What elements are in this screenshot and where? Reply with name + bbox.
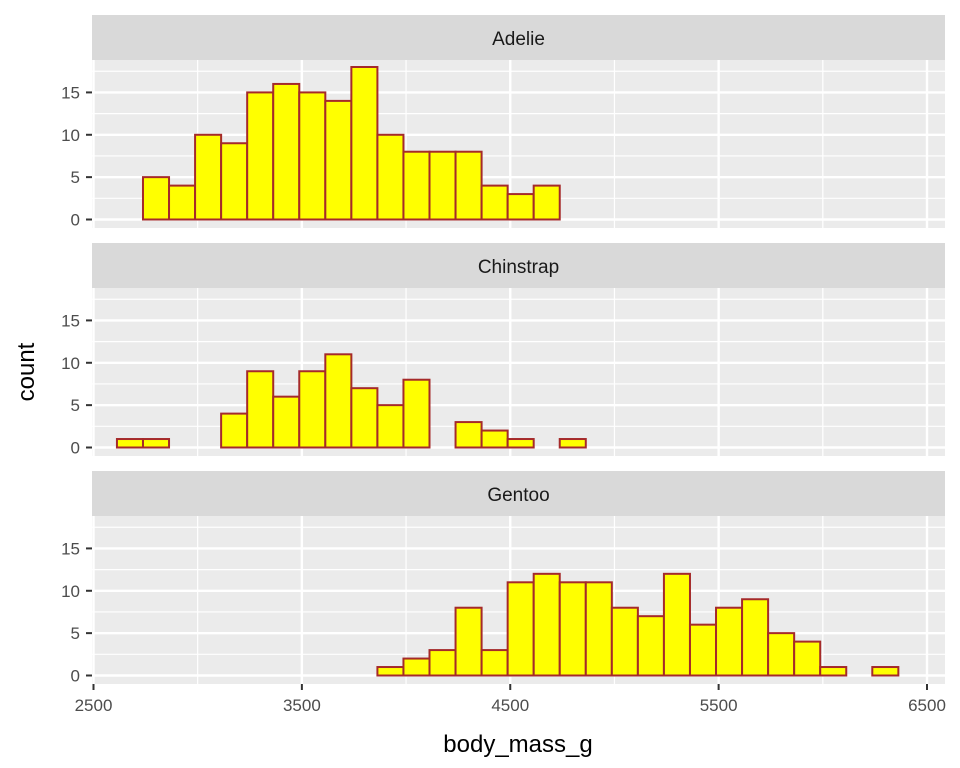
histogram-bar [428, 649, 457, 677]
panel-background [92, 288, 945, 456]
histogram-bar [532, 184, 561, 221]
histogram-bar [715, 606, 744, 677]
histogram-bar [506, 581, 535, 677]
histogram-bar [220, 412, 249, 449]
histogram-bar [688, 623, 718, 677]
histogram-bar [741, 598, 770, 677]
facet-gentoo: Gentoo 0 5 10 15 [61, 471, 945, 686]
y-tick-label: 10 [61, 582, 80, 601]
histogram-bar [767, 632, 796, 677]
histogram-bar [454, 606, 483, 677]
histogram-bar [402, 657, 431, 677]
histogram-bar [324, 99, 353, 221]
y-tick-label: 0 [71, 439, 80, 458]
histogram-bar [168, 184, 197, 221]
histogram-bar [298, 370, 327, 449]
histogram-bar [141, 176, 171, 221]
histogram-bar [298, 91, 327, 221]
x-tick-label: 2500 [75, 696, 113, 715]
histogram-bars [141, 66, 561, 221]
histogram-bar [141, 438, 171, 449]
histogram-bar [428, 150, 457, 221]
x-tick-label: 5500 [700, 696, 738, 715]
y-tick-label: 15 [61, 539, 80, 558]
x-tick-label: 6500 [908, 696, 946, 715]
histogram-bar [350, 66, 379, 221]
histogram-bar [246, 370, 275, 449]
facet-strip [92, 471, 945, 516]
y-tick-label: 5 [71, 168, 80, 187]
y-tick-label: 10 [61, 126, 80, 145]
histogram-bar [350, 387, 379, 449]
histogram-bar [454, 150, 483, 221]
histogram-bar [220, 142, 249, 221]
histogram-bar [324, 353, 353, 449]
histogram-bar [506, 438, 535, 449]
histogram-bar [376, 133, 405, 221]
facet-strip-label: Adelie [492, 29, 545, 50]
histogram-bar [662, 572, 691, 677]
x-axis-title: body_mass_g [443, 731, 592, 758]
y-tick-label: 0 [71, 667, 80, 686]
histogram-bar [532, 572, 561, 677]
facet-strip [92, 243, 945, 288]
histogram-bar [610, 606, 639, 677]
y-tick-label: 15 [61, 83, 80, 102]
histogram-bar [480, 184, 509, 221]
histogram-bar [793, 640, 822, 677]
histogram-bar [480, 429, 509, 449]
x-tick-label: 3500 [283, 696, 321, 715]
y-axis: 0 5 10 15 [61, 311, 92, 458]
facet-chinstrap: Chinstrap 0 5 10 15 [61, 243, 945, 458]
x-axis: 2500 3500 4500 5500 6500 [75, 684, 946, 715]
histogram-bar [376, 666, 405, 677]
facet-strip-label: Gentoo [487, 485, 549, 506]
histogram-bar [402, 150, 431, 221]
facet-panels: Adelie 0 5 10 15 Chinstrap 0 5 10 15 Gentoo 0 5 10 15 [61, 15, 945, 686]
y-tick-label: 5 [71, 396, 80, 415]
histogram-bars [376, 572, 900, 677]
histogram-bar [480, 649, 509, 677]
facet-strip-label: Chinstrap [478, 257, 559, 278]
y-axis: 0 5 10 15 [61, 83, 92, 230]
x-tick-label: 4500 [491, 696, 529, 715]
histogram-bar [194, 133, 223, 221]
y-tick-label: 15 [61, 311, 80, 330]
y-axis: 0 5 10 15 [61, 539, 92, 686]
histogram-bar [558, 581, 587, 677]
y-tick-label: 10 [61, 354, 80, 373]
histogram-bars [115, 353, 587, 449]
y-tick-label: 0 [71, 211, 80, 230]
y-axis-title: count [13, 342, 40, 401]
histogram-bar [272, 395, 301, 449]
histogram-bar [584, 581, 613, 677]
histogram-bar [246, 91, 275, 221]
histogram-bar [506, 193, 535, 221]
histogram-bar [115, 438, 144, 449]
histogram-bar [376, 404, 405, 449]
facet-adelie: Adelie 0 5 10 15 [61, 15, 945, 230]
facet-strip [92, 15, 945, 60]
histogram-bar [871, 666, 900, 677]
histogram-bar [402, 378, 431, 449]
y-tick-label: 5 [71, 624, 80, 643]
histogram-bar [558, 438, 587, 449]
histogram-bar [454, 421, 483, 449]
histogram-bar [819, 666, 848, 677]
histogram-bar [272, 82, 301, 221]
histogram-bar [636, 615, 665, 677]
